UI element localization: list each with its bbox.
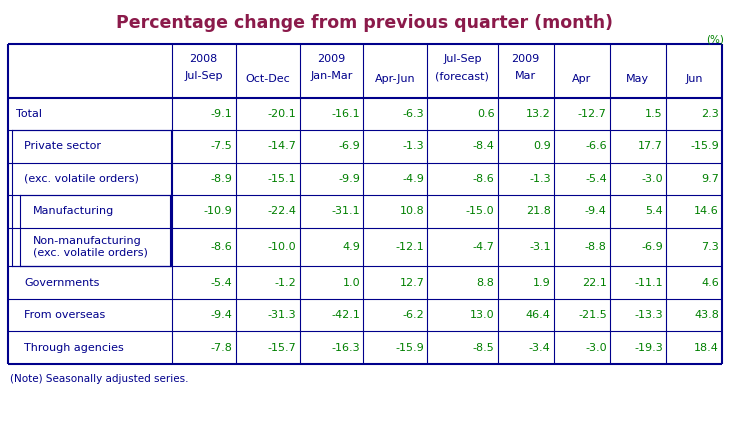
Text: Jul-Sep: Jul-Sep (185, 71, 223, 81)
Text: May: May (626, 74, 650, 84)
Text: -8.6: -8.6 (211, 242, 233, 252)
Text: -8.4: -8.4 (472, 141, 494, 151)
Text: 21.8: 21.8 (526, 206, 550, 216)
Text: 2008: 2008 (190, 54, 218, 64)
Text: -15.9: -15.9 (691, 141, 719, 151)
Text: 46.4: 46.4 (526, 310, 550, 320)
Text: -11.1: -11.1 (634, 278, 663, 288)
Text: -9.1: -9.1 (211, 109, 233, 119)
Text: -8.8: -8.8 (585, 242, 607, 252)
Text: 13.2: 13.2 (526, 109, 550, 119)
Text: Total: Total (16, 109, 42, 119)
Text: -3.1: -3.1 (529, 242, 550, 252)
Text: -9.4: -9.4 (211, 310, 233, 320)
Text: Apr-Jun: Apr-Jun (375, 74, 415, 84)
Text: -21.5: -21.5 (578, 310, 607, 320)
Text: -13.3: -13.3 (634, 310, 663, 320)
Text: Jul-Sep: Jul-Sep (443, 54, 482, 64)
Text: -20.1: -20.1 (268, 109, 296, 119)
Text: -4.7: -4.7 (472, 242, 494, 252)
Text: -5.4: -5.4 (211, 278, 233, 288)
Text: -15.0: -15.0 (466, 206, 494, 216)
Text: 43.8: 43.8 (694, 310, 719, 320)
Text: -42.1: -42.1 (331, 310, 361, 320)
Text: -6.2: -6.2 (403, 310, 424, 320)
Text: 4.6: 4.6 (702, 278, 719, 288)
Text: 5.4: 5.4 (645, 206, 663, 216)
Text: Manufacturing: Manufacturing (33, 206, 115, 216)
Text: -9.9: -9.9 (339, 174, 361, 184)
Text: 2.3: 2.3 (702, 109, 719, 119)
Text: Mar: Mar (515, 71, 536, 81)
Text: -6.6: -6.6 (585, 141, 607, 151)
Text: Percentage change from previous quarter (month): Percentage change from previous quarter … (117, 14, 613, 32)
Text: (Note) Seasonally adjusted series.: (Note) Seasonally adjusted series. (10, 374, 188, 384)
Text: -19.3: -19.3 (634, 343, 663, 353)
Text: -12.1: -12.1 (396, 242, 424, 252)
Text: Apr: Apr (572, 74, 591, 84)
Text: -7.8: -7.8 (211, 343, 233, 353)
Text: Non-manufacturing
(exc. volatile orders): Non-manufacturing (exc. volatile orders) (33, 236, 148, 258)
Text: 2009: 2009 (318, 54, 345, 64)
Text: 17.7: 17.7 (638, 141, 663, 151)
Text: 0.6: 0.6 (477, 109, 494, 119)
Text: -6.3: -6.3 (403, 109, 424, 119)
Text: Governments: Governments (24, 278, 99, 288)
Text: -14.7: -14.7 (268, 141, 296, 151)
Text: -6.9: -6.9 (339, 141, 361, 151)
Text: Oct-Dec: Oct-Dec (245, 74, 290, 84)
Text: -3.0: -3.0 (585, 343, 607, 353)
Text: From overseas: From overseas (24, 310, 105, 320)
Text: 22.1: 22.1 (582, 278, 607, 288)
Text: (%): (%) (706, 35, 724, 45)
Text: -1.3: -1.3 (403, 141, 424, 151)
Text: -31.3: -31.3 (268, 310, 296, 320)
Text: -16.1: -16.1 (332, 109, 361, 119)
Text: 9.7: 9.7 (701, 174, 719, 184)
Text: (exc. volatile orders): (exc. volatile orders) (24, 174, 139, 184)
Text: (forecast): (forecast) (436, 71, 489, 81)
Text: -22.4: -22.4 (267, 206, 296, 216)
Text: -9.4: -9.4 (585, 206, 607, 216)
Text: -3.0: -3.0 (641, 174, 663, 184)
Text: -7.5: -7.5 (211, 141, 233, 151)
Text: 1.5: 1.5 (645, 109, 663, 119)
Text: -4.9: -4.9 (402, 174, 424, 184)
Text: -3.4: -3.4 (529, 343, 550, 353)
Text: Through agencies: Through agencies (24, 343, 124, 353)
Text: 18.4: 18.4 (694, 343, 719, 353)
Text: -15.7: -15.7 (268, 343, 296, 353)
Text: 2009: 2009 (512, 54, 539, 64)
Text: Private sector: Private sector (24, 141, 101, 151)
Text: 0.9: 0.9 (533, 141, 550, 151)
Text: -1.2: -1.2 (274, 278, 296, 288)
Text: 13.0: 13.0 (470, 310, 494, 320)
Text: 8.8: 8.8 (477, 278, 494, 288)
Text: -6.9: -6.9 (641, 242, 663, 252)
Text: 12.7: 12.7 (399, 278, 424, 288)
Text: Jun: Jun (685, 74, 703, 84)
Text: -5.4: -5.4 (585, 174, 607, 184)
Text: 4.9: 4.9 (342, 242, 361, 252)
Text: -15.1: -15.1 (268, 174, 296, 184)
Text: -31.1: -31.1 (332, 206, 361, 216)
Text: -8.5: -8.5 (473, 343, 494, 353)
Text: -1.3: -1.3 (529, 174, 550, 184)
Text: -8.9: -8.9 (211, 174, 233, 184)
Text: 7.3: 7.3 (702, 242, 719, 252)
Text: 1.0: 1.0 (343, 278, 361, 288)
Text: -16.3: -16.3 (332, 343, 361, 353)
Text: -8.6: -8.6 (473, 174, 494, 184)
Text: -10.0: -10.0 (268, 242, 296, 252)
Text: -15.9: -15.9 (396, 343, 424, 353)
Text: 10.8: 10.8 (399, 206, 424, 216)
Text: -12.7: -12.7 (578, 109, 607, 119)
Text: Jan-Mar: Jan-Mar (310, 71, 353, 81)
Text: -10.9: -10.9 (204, 206, 233, 216)
Text: 1.9: 1.9 (533, 278, 550, 288)
Text: 14.6: 14.6 (694, 206, 719, 216)
